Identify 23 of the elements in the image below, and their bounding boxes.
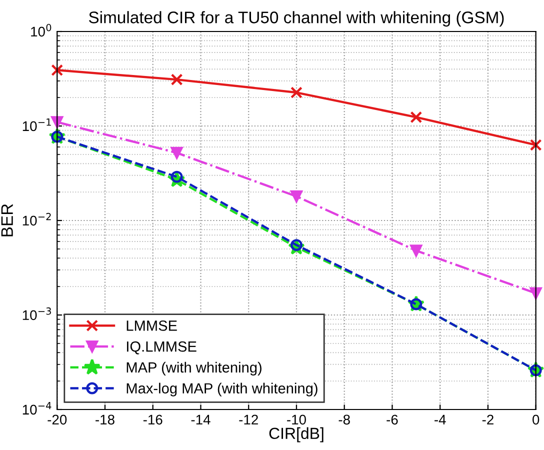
x-tick-label: -20: [48, 414, 67, 425]
legend-label: IQ.LMMSE: [127, 341, 196, 354]
x-tick-label: -6: [386, 414, 398, 425]
y-tick-label: 10$^{−4}$: [22, 402, 52, 415]
x-tick-label: -8: [338, 414, 350, 425]
x-tick-label: 0: [532, 414, 540, 425]
x-tick-label: -16: [143, 414, 162, 425]
x-axis-title: CIR[dB]: [269, 427, 324, 442]
x-tick-label: -12: [239, 414, 258, 424]
legend-label: Max-log MAP (with whitening): [126, 382, 318, 396]
x-tick-label: -18: [96, 414, 114, 425]
x-tick-label: -10: [287, 414, 306, 425]
legend-label: LMMSE: [126, 320, 177, 331]
legend-label: MAP (with whitening): [126, 362, 262, 376]
x-tick-label: -4: [434, 414, 446, 424]
y-tick-label: 10$^{0}$: [31, 24, 52, 37]
y-tick-label: 10$^{−2}$: [22, 212, 51, 226]
chart-title: Simulated CIR for a TU50 channel with whitening (GSM): [88, 11, 504, 27]
y-axis-title: BER: [1, 204, 13, 236]
y-tick-label: 10$^{−1}$: [22, 118, 51, 132]
x-tick-label: -2: [482, 414, 494, 424]
x-tick-label: -14: [191, 414, 210, 424]
y-tick-label: 10$^{−3}$: [22, 307, 51, 320]
